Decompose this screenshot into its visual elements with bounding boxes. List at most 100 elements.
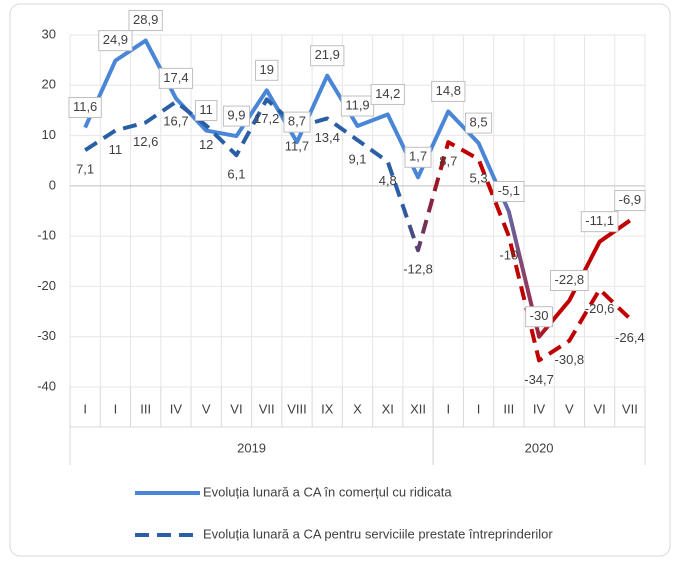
x-tick-label: V (565, 401, 574, 416)
data-label-text: 11,7 (285, 138, 309, 153)
data-label-box (194, 100, 218, 122)
data-label: -5,1 (493, 181, 525, 203)
data-label: 9,1 (348, 152, 366, 167)
y-tick-label: 0 (49, 177, 56, 192)
x-tick-label: V (202, 401, 211, 416)
data-label-box (158, 67, 194, 89)
data-label-text: 19 (259, 62, 273, 77)
y-tick-label: -40 (37, 378, 56, 393)
x-tick-label: VII (259, 401, 275, 416)
data-label: -20,6 (585, 301, 615, 316)
data-label-box (370, 83, 405, 105)
data-label-text: -30,8 (555, 352, 585, 367)
data-label-text: -11,1 (585, 213, 614, 228)
data-label: 12,6 (133, 134, 158, 149)
x-tick-label: I (114, 401, 118, 416)
x-tick-label: VI (230, 401, 242, 416)
data-label-text: 28,9 (133, 12, 158, 27)
x-tick-label: X (353, 401, 362, 416)
x-tick-label: VI (593, 401, 605, 416)
data-label-box (431, 80, 466, 102)
y-tick-label: -20 (37, 278, 56, 293)
data-label-text: 11,6 (73, 99, 97, 114)
data-label: -11,1 (580, 211, 619, 233)
data-label-text: 9,9 (227, 108, 245, 123)
data-label-text: -34,7 (524, 372, 554, 387)
data-label: 11,9 (340, 95, 375, 117)
data-label-text: -22,8 (555, 272, 585, 287)
x-tick-label: IV (170, 401, 183, 416)
data-label-box (128, 10, 163, 32)
data-label: 4,8 (379, 173, 397, 188)
data-label: 19 (254, 59, 279, 81)
data-label-text: -5,1 (498, 183, 520, 198)
data-label: 24,9 (98, 30, 133, 52)
data-label-box (98, 30, 133, 52)
data-label-text: -6,9 (619, 192, 641, 207)
data-label-text: 11 (109, 142, 123, 157)
data-label: -12,8 (403, 262, 433, 277)
data-label-box (550, 270, 589, 292)
data-label: 1,7 (404, 146, 432, 168)
data-label-text: 17,4 (163, 70, 188, 85)
data-label: 8,7 (439, 154, 457, 169)
data-label: 16,7 (163, 113, 188, 128)
data-label: 5,3 (470, 171, 488, 186)
data-label-text: 7,1 (76, 162, 94, 177)
y-tick-label: 30 (42, 26, 56, 41)
x-tick-label: III (503, 401, 514, 416)
data-label-text: 17,2 (254, 111, 279, 126)
data-label: -26,4 (615, 330, 645, 345)
data-label: 14,2 (370, 83, 405, 105)
data-label-text: 14,8 (436, 83, 461, 98)
data-label: 17,4 (158, 67, 194, 89)
data-label-box (465, 112, 493, 134)
data-label: 28,9 (128, 10, 163, 32)
data-label-text: 1,7 (409, 149, 427, 164)
x-tick-label: XII (410, 401, 426, 416)
data-label: 11 (109, 142, 123, 157)
x-group-label: 2020 (525, 440, 554, 455)
data-label: 11,7 (285, 138, 309, 153)
data-label-text: 8,7 (439, 154, 457, 169)
data-label: -30,8 (555, 352, 585, 367)
data-label-box (254, 59, 279, 81)
chart-border (9, 3, 671, 557)
data-label: 21,9 (310, 45, 345, 67)
data-label: 13,4 (315, 130, 340, 145)
data-label-box (68, 97, 102, 119)
data-label-text: 21,9 (315, 47, 340, 62)
x-tick-label: III (140, 401, 151, 416)
data-label-box (340, 95, 375, 117)
data-label: -22,8 (550, 270, 589, 292)
data-label-text: 12,6 (133, 134, 158, 149)
data-label-box (525, 306, 553, 328)
legend-label: Evoluția lunară a CA pentru serviciile p… (203, 526, 553, 541)
x-tick-label: XI (382, 401, 394, 416)
x-group-label: 2019 (237, 440, 266, 455)
data-label: 11 (194, 100, 218, 122)
y-tick-label: -10 (37, 228, 56, 243)
x-tick-label: I (477, 401, 481, 416)
data-label-text: 12 (199, 137, 213, 152)
x-tick-label: I (446, 401, 450, 416)
data-label-box (283, 111, 311, 133)
data-label-text: -20,6 (585, 301, 615, 316)
data-label-text: -12,8 (403, 262, 433, 277)
data-label: -34,7 (524, 372, 554, 387)
data-label-text: -30 (530, 308, 549, 323)
data-label: 12 (199, 137, 213, 152)
data-label-box (404, 146, 432, 168)
x-tick-label: VII (622, 401, 638, 416)
data-label: 8,7 (283, 111, 311, 133)
data-label-text: 11 (199, 102, 213, 117)
data-label: 9,9 (222, 105, 250, 127)
data-label-text: 13,4 (315, 130, 340, 145)
y-tick-label: -30 (37, 328, 56, 343)
data-label-text: 16,7 (163, 113, 188, 128)
data-label-text: 6,1 (227, 167, 245, 182)
data-label-text: 14,2 (375, 86, 400, 101)
y-tick-label: 10 (42, 127, 56, 142)
data-label-text: -10 (499, 248, 518, 263)
